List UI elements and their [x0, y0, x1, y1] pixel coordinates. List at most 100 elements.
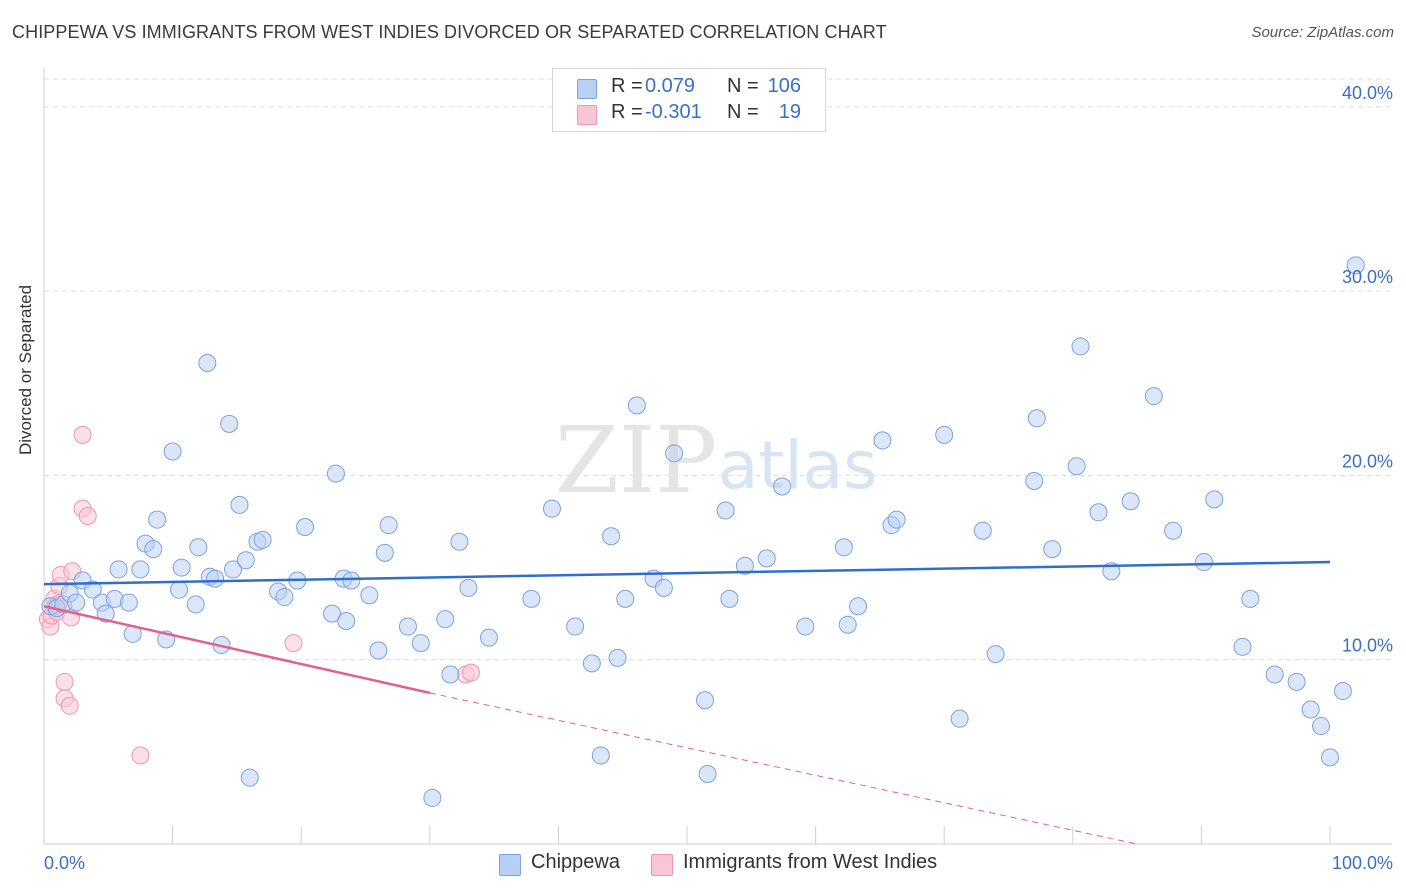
data-point-west-indies	[78, 506, 97, 525]
data-point-chippewa	[616, 589, 635, 608]
legend-n-label: N =	[727, 75, 759, 97]
bottom-legend-swatch-blue	[499, 854, 521, 876]
data-point-chippewa	[973, 521, 992, 540]
data-point-chippewa	[873, 431, 892, 450]
data-point-chippewa	[796, 617, 815, 636]
legend-swatch-blue	[577, 79, 597, 99]
data-point-chippewa	[450, 532, 469, 551]
data-point-chippewa	[186, 595, 205, 614]
data-point-chippewa	[757, 549, 776, 568]
blue-series	[41, 256, 1365, 807]
data-point-chippewa	[1205, 490, 1224, 509]
data-point-chippewa	[1144, 387, 1163, 406]
trend-line-chippewa	[43, 560, 1331, 586]
watermark-zip: ZIP	[555, 407, 717, 514]
data-point-chippewa	[1043, 540, 1062, 559]
data-point-chippewa	[935, 425, 954, 444]
y-axis-label: Divorced or Separated	[16, 284, 35, 455]
x-tick-label: 100.0%	[1332, 853, 1393, 873]
data-point-chippewa	[441, 665, 460, 684]
data-point-chippewa	[834, 538, 853, 557]
data-point-chippewa	[542, 499, 561, 518]
data-point-chippewa	[1346, 256, 1365, 275]
data-point-chippewa	[83, 580, 102, 599]
data-point-chippewa	[369, 641, 388, 660]
data-point-chippewa	[522, 589, 541, 608]
x-tick-label: 0.0%	[44, 853, 85, 873]
data-point-chippewa	[950, 709, 969, 728]
data-point-chippewa	[337, 612, 356, 631]
data-point-chippewa	[109, 560, 128, 579]
legend-n-value: 106	[767, 75, 801, 97]
legend-r-label: R =	[611, 101, 643, 123]
trend-line-west-indies	[43, 605, 431, 695]
data-point-chippewa	[1287, 672, 1306, 691]
bottom-legend-label: Chippewa	[531, 851, 620, 873]
data-point-chippewa	[1321, 748, 1339, 767]
data-point-chippewa	[698, 764, 717, 783]
data-point-chippewa	[1027, 409, 1046, 428]
data-point-chippewa	[1241, 589, 1260, 608]
data-point-chippewa	[591, 746, 610, 765]
legend-swatch-pink	[577, 105, 597, 125]
data-point-chippewa	[148, 510, 167, 529]
data-point-chippewa	[1121, 492, 1140, 511]
data-point-chippewa	[887, 510, 906, 529]
data-point-chippewa	[189, 538, 208, 557]
legend-r-label: R =	[611, 75, 643, 97]
data-point-chippewa	[323, 604, 342, 623]
data-point-chippewa	[172, 558, 191, 577]
data-point-chippewa	[1025, 471, 1044, 490]
watermark-atlas: atlas	[718, 427, 878, 504]
watermark: ZIP atlas	[555, 407, 878, 514]
data-point-west-indies	[284, 634, 303, 653]
data-point-chippewa	[1265, 665, 1284, 684]
data-point-chippewa	[163, 442, 182, 461]
legend-n-label: N =	[727, 101, 759, 123]
data-point-chippewa	[479, 628, 498, 647]
data-point-chippewa	[342, 571, 361, 590]
data-point-chippewa	[224, 560, 243, 579]
y-tick-label: 30.0%	[1342, 267, 1393, 287]
data-point-chippewa	[411, 634, 430, 653]
data-point-chippewa	[1164, 521, 1183, 540]
data-point-chippewa	[627, 396, 646, 415]
y-tick-label: 40.0%	[1342, 83, 1393, 103]
data-point-chippewa	[602, 527, 621, 546]
data-point-west-indies	[73, 425, 92, 444]
trend-layer	[43, 560, 1331, 845]
data-point-chippewa	[566, 617, 585, 636]
data-point-chippewa	[398, 617, 417, 636]
data-point-chippewa	[696, 691, 715, 710]
data-point-chippewa	[379, 516, 398, 535]
data-point-chippewa	[206, 569, 225, 588]
data-point-chippewa	[720, 589, 739, 608]
legend-n-value: 19	[778, 101, 801, 123]
data-point-chippewa	[67, 593, 86, 612]
data-point-chippewa	[144, 540, 163, 559]
data-point-chippewa	[1333, 682, 1352, 701]
data-point-chippewa	[240, 768, 259, 787]
data-point-chippewa	[1089, 503, 1108, 522]
data-point-chippewa	[119, 593, 138, 612]
bottom-legend-swatch-pink	[651, 854, 673, 876]
data-point-chippewa	[170, 580, 189, 599]
data-point-chippewa	[131, 560, 150, 579]
data-point-chippewa	[236, 551, 255, 570]
data-point-chippewa	[96, 604, 115, 623]
data-point-chippewa	[773, 477, 792, 496]
data-point-chippewa	[838, 615, 857, 634]
data-point-chippewa	[1194, 553, 1213, 572]
data-point-chippewa	[582, 654, 601, 673]
data-point-chippewa	[423, 788, 442, 807]
data-point-west-indies	[55, 672, 74, 691]
y-tick-label: 20.0%	[1342, 451, 1393, 471]
bottom-legend-label: Immigrants from West Indies	[683, 851, 938, 873]
data-point-chippewa	[436, 610, 455, 629]
data-point-chippewa	[608, 648, 627, 667]
data-point-chippewa	[1071, 337, 1090, 356]
chart-title: CHIPPEWA VS IMMIGRANTS FROM WEST INDIES …	[12, 22, 887, 42]
data-point-chippewa	[220, 414, 239, 433]
data-point-chippewa	[654, 578, 673, 597]
